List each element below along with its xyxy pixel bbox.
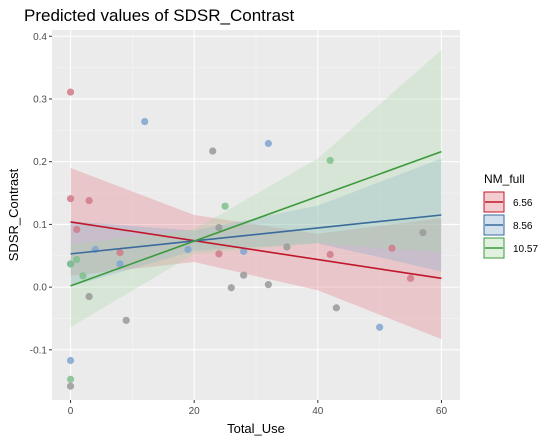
data-point: [73, 255, 81, 264]
x-tick-label: 0: [68, 406, 74, 417]
data-point: [406, 274, 415, 282]
data-point: [240, 271, 248, 279]
data-point: [215, 223, 223, 232]
data-point: [85, 292, 93, 301]
data-point: [85, 196, 93, 205]
fit-line-2: [70, 150, 442, 287]
legend-label-1: 8.56: [513, 221, 533, 232]
data-point: [66, 260, 75, 268]
y-tick-label: 0.4: [33, 32, 47, 43]
y-tick-label: 0.1: [33, 220, 47, 231]
data-point: [116, 260, 124, 268]
data-point: [388, 244, 396, 252]
x-axis-title: Total_Use: [227, 421, 285, 436]
fit-line-0: [70, 221, 442, 280]
data-point: [221, 202, 229, 210]
confidence-band-1: [70, 158, 442, 287]
grid-minor: [52, 30, 460, 400]
data-point: [79, 272, 87, 280]
scatter-points: [66, 88, 427, 390]
data-point: [116, 249, 124, 257]
x-tick-label: 20: [189, 406, 201, 417]
data-point: [264, 281, 272, 289]
data-point: [332, 304, 340, 312]
data-point: [66, 88, 75, 96]
confidence-band-0: [70, 167, 442, 340]
legend: 6.56 8.56 10.57: [483, 191, 538, 259]
data-point: [66, 375, 75, 383]
confidence-band-2: [70, 50, 442, 328]
data-point: [122, 316, 130, 324]
data-point: [326, 250, 334, 259]
legend-title: NM_full: [484, 172, 525, 186]
x-tick-label: 60: [436, 406, 448, 417]
data-point: [66, 356, 75, 365]
data-point: [209, 147, 217, 155]
chart-title: Predicted values of SDSR_Contrast: [24, 6, 295, 25]
legend-label-2: 10.57: [513, 244, 538, 255]
y-tick-label: 0.0: [33, 283, 47, 294]
x-tick-label: 40: [312, 406, 324, 417]
data-point: [264, 139, 272, 148]
data-point: [419, 228, 427, 237]
y-axis-title: SDSR_Contrast: [6, 168, 21, 261]
data-point: [376, 323, 384, 331]
confidence-bands: [70, 50, 442, 340]
fit-line-1: [70, 214, 442, 255]
data-point: [73, 225, 81, 234]
data-point: [141, 117, 149, 126]
data-point: [283, 243, 291, 251]
data-point: [227, 284, 235, 292]
data-point: [326, 156, 334, 165]
legend-label-0: 6.56: [513, 198, 533, 209]
y-tick-label: 0.2: [33, 157, 47, 168]
data-point: [215, 250, 223, 258]
y-tick-label: 0.3: [33, 94, 47, 105]
data-point: [66, 195, 75, 203]
data-point: [66, 382, 75, 390]
axis-ticks: 0 20 40 60 -0.1 0.0 0.1 0.2 0.3 0.4: [30, 32, 448, 417]
data-point: [240, 247, 248, 255]
fit-lines: [70, 150, 442, 287]
y-tick-label: -0.1: [30, 345, 48, 356]
data-point: [184, 245, 192, 254]
